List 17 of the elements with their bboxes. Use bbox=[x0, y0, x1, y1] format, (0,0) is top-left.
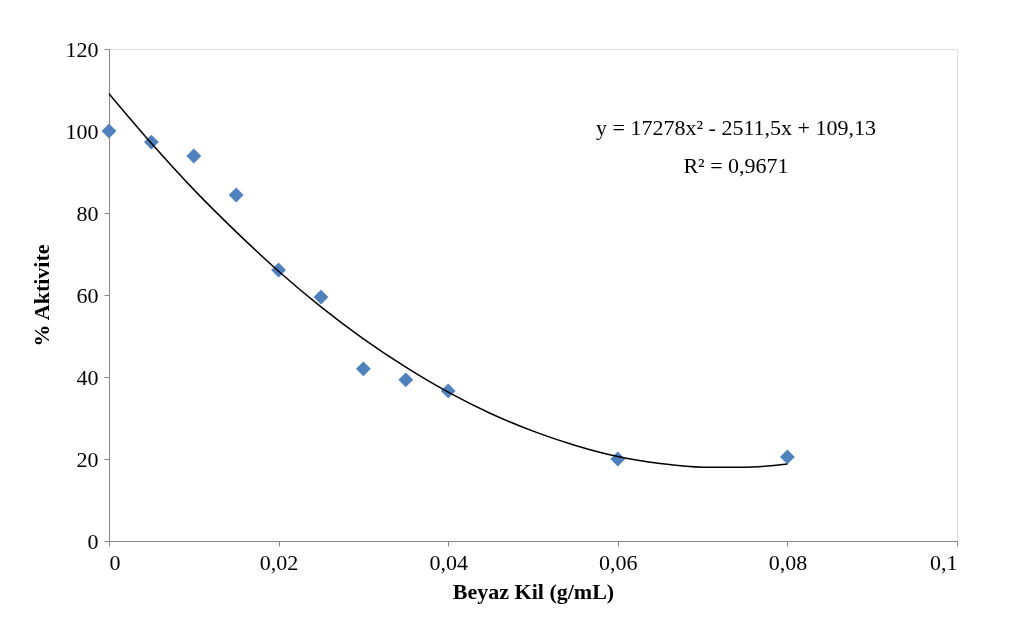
annotation: y = 17278x² - 2511,5x + 109,13 bbox=[596, 115, 876, 140]
y-tick-label: 0 bbox=[87, 528, 99, 554]
y-tick-label: 120 bbox=[65, 36, 99, 62]
x-tick-label: 0,06 bbox=[599, 549, 638, 575]
x-axis-title: Beyaz Kil (g/mL) bbox=[452, 578, 615, 604]
x-tick-label: 0,04 bbox=[429, 549, 468, 575]
y-tick-label: 80 bbox=[76, 200, 99, 226]
x-tick-label: 0,02 bbox=[259, 549, 299, 575]
x-tick-label: 0 bbox=[109, 549, 121, 575]
x-tick-label: 0,1 bbox=[930, 549, 958, 575]
y-tick-label: 100 bbox=[65, 118, 99, 144]
annotation: R² = 0,9671 bbox=[683, 153, 789, 178]
x-tick-label: 0,08 bbox=[768, 549, 808, 575]
y-tick-label: 60 bbox=[76, 282, 99, 308]
y-tick-label: 40 bbox=[76, 364, 99, 390]
y-tick-label: 20 bbox=[76, 446, 99, 472]
y-axis-title: % Aktivite bbox=[28, 244, 54, 347]
